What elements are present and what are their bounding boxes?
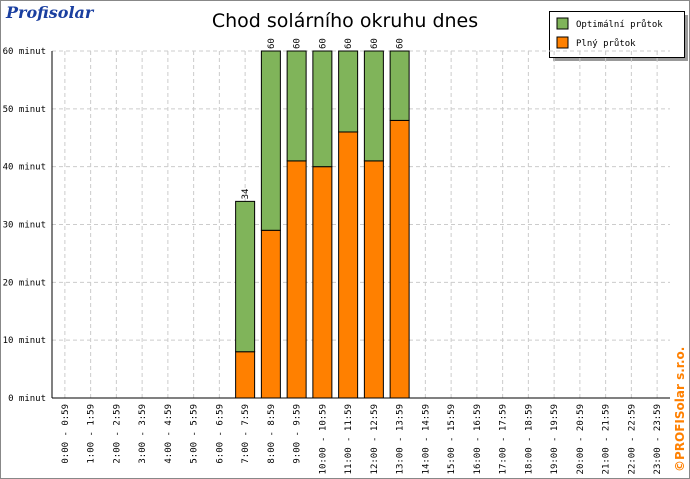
x-tick-label: 20:00 - 20:59	[576, 404, 586, 474]
y-tick-label: 50 minut	[3, 105, 46, 115]
x-tick-label: 10:00 - 10:59	[318, 404, 328, 474]
legend-label: Optimální průtok	[576, 19, 663, 30]
bar-segment	[338, 131, 359, 399]
x-tick-label: 15:00 - 15:59	[447, 404, 457, 474]
y-tick-label: 40 minut	[3, 163, 46, 173]
bar-segment	[363, 160, 384, 399]
x-tick-label: 6:00 - 6:59	[215, 404, 225, 464]
legend-swatch	[556, 36, 569, 49]
x-tick-label: 11:00 - 11:59	[344, 404, 354, 474]
x-tick-label: 8:00 - 8:59	[267, 404, 277, 464]
x-tick-label: 2:00 - 2:59	[112, 404, 122, 464]
x-tick-label: 17:00 - 17:59	[499, 404, 509, 474]
legend-swatch	[556, 17, 569, 30]
logo: Profisolar	[5, 3, 95, 22]
x-tick-label: 14:00 - 14:59	[421, 404, 431, 474]
x-tick-label: 23:00 - 23:59	[653, 404, 663, 474]
legend	[549, 11, 685, 58]
x-tick-label: 1:00 - 1:59	[87, 404, 97, 464]
x-tick-label: 19:00 - 19:59	[550, 404, 560, 474]
x-tick-label: 13:00 - 13:59	[396, 404, 406, 474]
copyright: ©PROFISolar s.r.o.	[673, 347, 687, 472]
total-label: 60	[293, 38, 303, 49]
total-label: 60	[318, 38, 328, 49]
x-tick-label: 9:00 - 9:59	[293, 404, 303, 464]
bar-segment	[235, 351, 256, 399]
x-tick-label: 16:00 - 16:59	[473, 404, 483, 474]
x-tick-label: 5:00 - 5:59	[190, 404, 200, 464]
bar-segment	[389, 119, 410, 399]
x-tick-label: 18:00 - 18:59	[524, 404, 534, 474]
x-tick-label: 12:00 - 12:59	[370, 404, 380, 474]
y-tick-label: 60 minut	[3, 47, 46, 57]
total-label: 60	[370, 38, 380, 49]
x-tick-label: 22:00 - 22:59	[627, 404, 637, 474]
y-tick-label: 20 minut	[3, 278, 46, 288]
y-tick-label: 30 minut	[3, 221, 46, 231]
total-label: 60	[344, 38, 354, 49]
total-label: 60	[267, 38, 277, 49]
total-label: 60	[396, 38, 406, 49]
bar-segment	[286, 50, 307, 162]
total-label: 34	[241, 189, 251, 200]
x-tick-label: 0:00 - 0:59	[61, 404, 71, 464]
x-tick-label: 21:00 - 21:59	[602, 404, 612, 474]
bar-segment	[286, 160, 307, 399]
y-tick-label: 10 minut	[3, 336, 46, 346]
bar-segment	[260, 229, 281, 399]
bar-segment	[235, 200, 256, 353]
x-tick-label: 7:00 - 7:59	[241, 404, 251, 464]
bar-segment	[260, 50, 281, 231]
x-tick-label: 4:00 - 4:59	[164, 404, 174, 464]
bar-segment	[389, 50, 410, 121]
x-tick-label: 3:00 - 3:59	[138, 404, 148, 464]
chart-title: Chod solárního okruhu dnes	[212, 10, 478, 32]
bar-segment	[312, 166, 333, 399]
y-tick-label: 0 minut	[8, 394, 46, 404]
bar-segment	[363, 50, 384, 162]
bar-segment	[338, 50, 359, 133]
bar-segment	[312, 50, 333, 168]
legend-label: Plný průtok	[576, 38, 636, 49]
